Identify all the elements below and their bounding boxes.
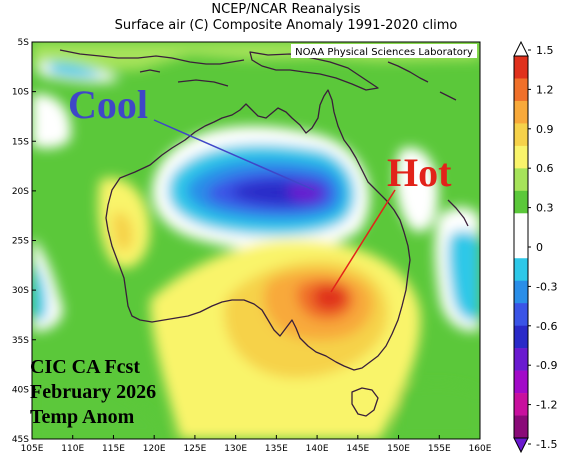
colorbar-label: 0.9 — [536, 123, 554, 136]
hot-arrow — [330, 189, 396, 293]
colorbar-segment — [514, 393, 528, 416]
colorbar-label: -1.5 — [536, 438, 557, 451]
lon-tick-label: 155E — [428, 444, 451, 454]
lat-tick-label: 35S — [12, 336, 29, 346]
colorbar-segment — [514, 258, 528, 282]
colorbar-label: 0 — [536, 241, 543, 254]
lat-tick-label: 25S — [12, 237, 29, 247]
latitude-ticks: 5S 10S 15S 20S 25S 30S 35S 40S 45S — [12, 38, 36, 445]
lon-tick-label: 145E — [346, 444, 369, 454]
colorbar-segment — [514, 213, 528, 237]
cool-annotation: Cool — [68, 82, 148, 127]
colorbar-label: -1.2 — [536, 399, 557, 412]
colorbar-segment — [514, 190, 528, 214]
colorbar-label: -0.6 — [536, 320, 557, 333]
colorbar-top-arrow — [513, 40, 529, 57]
credit-text: NOAA Physical Sciences Laboratory — [295, 47, 473, 58]
colorbar-segment — [514, 168, 528, 192]
colorbar-label: 0.6 — [536, 162, 554, 175]
lon-tick-label: 160E — [469, 444, 492, 454]
credit-box — [291, 44, 477, 58]
colorbar-segment — [514, 370, 528, 394]
colorbar-segment — [514, 123, 528, 147]
lon-tick-label: 140E — [306, 444, 329, 454]
lon-tick-label: 115E — [102, 444, 125, 454]
lon-tick-label: 125E — [183, 444, 206, 454]
longitude-ticks: 105E 110E 115E 120E 125E 130E 135E 140E 145E 150E… — [21, 435, 492, 454]
colorbar-segment — [514, 303, 528, 326]
lat-tick-label: 10S — [12, 88, 29, 98]
colorbar-segment — [514, 325, 528, 349]
colorbar-segment — [514, 415, 528, 439]
colorbar-segment — [514, 100, 528, 124]
lon-tick-label: 120E — [143, 444, 166, 454]
lat-tick-label: 15S — [12, 137, 29, 147]
caption-line3: Temp Anom — [30, 406, 135, 428]
lon-tick-label: 130E — [224, 444, 247, 454]
anomaly-field — [32, 42, 480, 439]
lon-tick-label: 150E — [387, 444, 410, 454]
colorbar-segment — [514, 348, 528, 371]
lon-tick-label: 135E — [265, 444, 288, 454]
colorbar-segment — [514, 280, 528, 304]
colorbar-label: 0.3 — [536, 202, 554, 215]
caption-line2: February 2026 — [30, 381, 156, 403]
lat-tick-label: 40S — [12, 385, 29, 395]
colorbar-label: -0.9 — [536, 359, 557, 372]
colorbar-label: -0.3 — [536, 280, 557, 293]
hot-annotation: Hot — [387, 150, 452, 195]
caption-line1: CIC CA Fcst — [30, 356, 140, 378]
colorbar-label: 1.2 — [536, 83, 554, 96]
map-title-line2: Surface air (C) Composite Anomaly 1991-2… — [114, 18, 458, 33]
colorbar-segment — [514, 235, 528, 259]
lat-tick-label: 5S — [18, 38, 30, 48]
lon-tick-label: 105E — [21, 444, 44, 454]
colorbar-segment — [514, 78, 528, 102]
colorbar-bottom-arrow — [513, 437, 529, 454]
colorbar-label: 1.5 — [536, 44, 554, 57]
lon-tick-label: 110E — [61, 444, 84, 454]
colorbar-segment — [514, 145, 528, 169]
map-title-line1: NCEP/NCAR Reanalysis — [211, 2, 361, 17]
colorbar-segment — [514, 56, 528, 79]
colorbar: 1.5 1.2 0.9 0.6 0.3 0 -0.3 -0.6 -0.9 -1.2 -1.5 — [513, 40, 557, 454]
lat-tick-label: 45S — [12, 435, 29, 445]
cool-arrow — [153, 119, 315, 191]
lat-tick-label: 30S — [12, 286, 29, 296]
lat-tick-label: 20S — [12, 187, 29, 197]
